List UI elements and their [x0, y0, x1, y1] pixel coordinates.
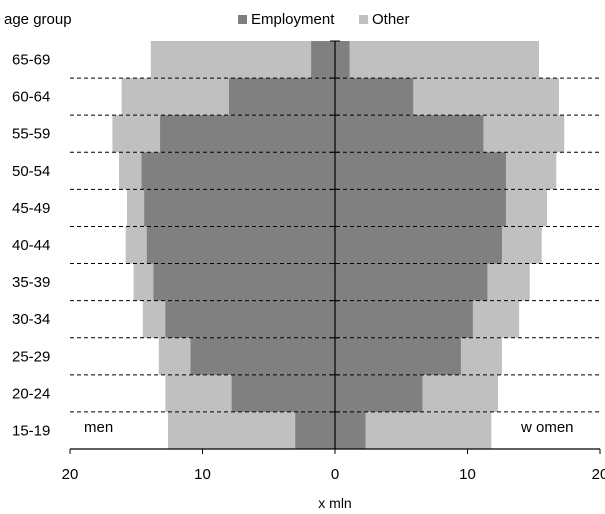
bar-men-employment-35-39 — [153, 263, 335, 301]
bar-women-employment-20-24 — [335, 374, 423, 412]
legend-swatch-employment — [238, 15, 247, 24]
bar-men-employment-45-49 — [144, 189, 335, 227]
bar-women-employment-45-49 — [335, 189, 506, 227]
category-label-50-54: 50-54 — [12, 163, 50, 180]
bar-women-other-65-69 — [335, 41, 540, 79]
bar-men-employment-60-64 — [229, 78, 335, 116]
x-tick-labels: 20 10 0 10 20 — [62, 466, 605, 483]
x-tick-label: 20 — [592, 466, 605, 483]
bar-men-employment-30-34 — [165, 300, 335, 338]
category-label-60-64: 60-64 — [12, 89, 50, 106]
bar-women-employment-30-34 — [335, 300, 473, 338]
grid-layer — [70, 77, 600, 413]
category-label-35-39: 35-39 — [12, 274, 50, 291]
category-label-30-34: 30-34 — [12, 311, 50, 328]
y-axis-title: age group — [4, 11, 72, 28]
category-label-55-59: 55-59 — [12, 126, 50, 143]
category-label-40-44: 40-44 — [12, 237, 50, 254]
bar-women-employment-55-59 — [335, 115, 484, 153]
x-tick-label: 20 — [62, 466, 79, 483]
bar-women-employment-50-54 — [335, 152, 506, 190]
x-axis-title: x mln — [318, 495, 351, 511]
x-tick-label: 10 — [194, 466, 211, 483]
bar-men-other-65-69 — [150, 41, 335, 79]
axes-layer — [69, 40, 601, 454]
category-label-25-29: 25-29 — [12, 348, 50, 365]
legend: Employment Other — [238, 11, 410, 28]
bar-men-employment-25-29 — [190, 337, 335, 375]
category-labels: 15-19 20-24 25-29 30-34 35-39 40-44 45-49 50-54… — [12, 52, 50, 440]
bar-women-employment-40-44 — [335, 226, 502, 264]
bar-women-employment-15-19 — [335, 411, 366, 449]
bar-men-employment-15-19 — [295, 411, 335, 449]
bar-women-employment-60-64 — [335, 78, 414, 116]
bar-men-employment-55-59 — [160, 115, 335, 153]
side-label-men: men — [84, 419, 113, 436]
legend-label-other: Other — [372, 11, 410, 28]
bar-women-employment-25-29 — [335, 337, 461, 375]
side-label-women: w omen — [520, 419, 574, 436]
bar-men-employment-40-44 — [146, 226, 335, 264]
legend-label-employment: Employment — [251, 11, 335, 28]
bar-men-employment-50-54 — [141, 152, 335, 190]
bars-layer — [112, 41, 565, 449]
category-label-15-19: 15-19 — [12, 422, 50, 439]
bar-women-employment-65-69 — [335, 41, 350, 79]
legend-swatch-other — [359, 15, 368, 24]
bar-men-employment-20-24 — [231, 374, 335, 412]
category-label-20-24: 20-24 — [12, 385, 50, 402]
bar-men-employment-65-69 — [311, 41, 335, 79]
category-label-65-69: 65-69 — [12, 52, 50, 69]
x-tick-label: 10 — [459, 466, 476, 483]
category-label-45-49: 45-49 — [12, 200, 50, 217]
bar-women-employment-35-39 — [335, 263, 488, 301]
x-tick-label: 0 — [331, 466, 339, 483]
